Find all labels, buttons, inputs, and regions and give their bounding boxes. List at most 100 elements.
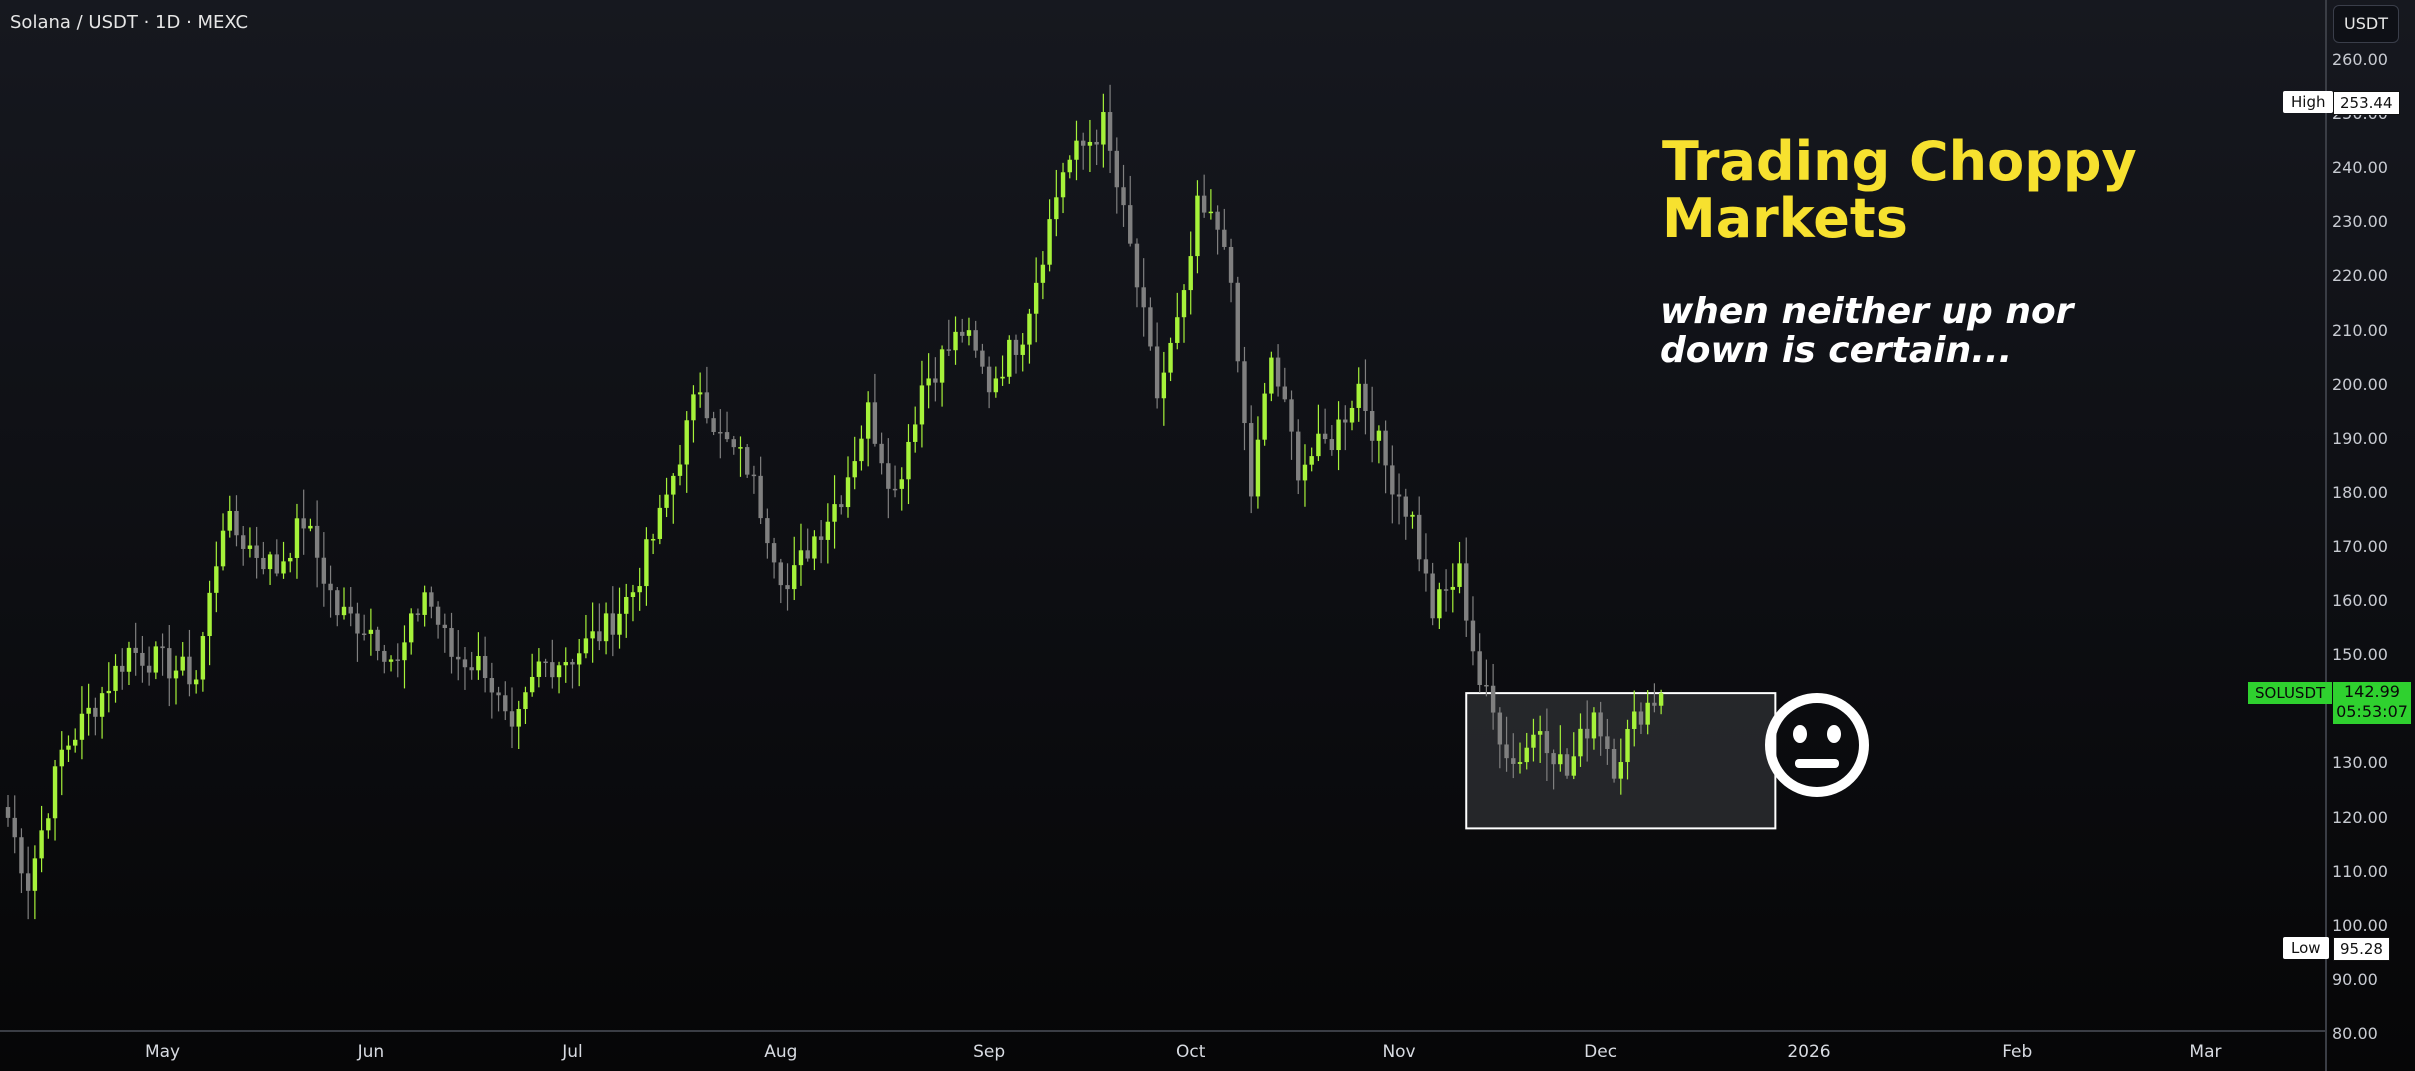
candle-body (187, 656, 192, 685)
candle-body (1571, 756, 1576, 776)
candle-body (1296, 431, 1301, 481)
candle-body (52, 766, 58, 819)
candle-body (1605, 736, 1610, 749)
candle-body (1007, 339, 1012, 377)
candle-body (361, 633, 367, 636)
candle-body (771, 543, 777, 563)
candle-body (960, 331, 965, 336)
candle-body (812, 536, 817, 559)
candle-body (1148, 307, 1153, 347)
candle-body (1249, 423, 1254, 497)
candle-body (1517, 762, 1523, 764)
candle-body (617, 613, 622, 635)
candle-body (1457, 563, 1462, 587)
candle-body (1275, 357, 1281, 387)
candle-body (294, 518, 300, 558)
candle-body (704, 392, 710, 419)
candle-body (1450, 586, 1455, 590)
candle-body (1477, 651, 1482, 685)
candle-body (1201, 195, 1207, 213)
candle-body (1585, 728, 1590, 739)
candle-body (886, 463, 891, 489)
candle-body (328, 583, 333, 591)
candle-body (288, 557, 293, 562)
bar-countdown: 05:53:07 (2336, 702, 2408, 721)
candle-body (167, 648, 172, 679)
candle-body (1054, 197, 1059, 220)
candle-body (1262, 393, 1267, 440)
candle-body (1027, 313, 1032, 345)
price-tick: 160.00 (2332, 591, 2388, 611)
candle-body (456, 656, 461, 660)
candle-body (1490, 685, 1496, 713)
candle-body (476, 656, 481, 671)
candle-body (1410, 514, 1415, 517)
candle-body (1094, 141, 1099, 145)
price-tick: 220.00 (2332, 266, 2388, 286)
candle-body (1114, 150, 1119, 188)
candle-body (1638, 711, 1644, 725)
candle-body (865, 402, 871, 439)
candle-body (120, 665, 125, 672)
candle-body (1343, 419, 1348, 423)
candle-body (523, 692, 528, 710)
price-tick: 170.00 (2332, 537, 2388, 557)
candle-body (1168, 342, 1173, 373)
candle-body (39, 830, 44, 859)
candle-body (610, 613, 615, 635)
candle-body (919, 385, 925, 425)
candle-body (1195, 195, 1200, 257)
candle-body (32, 858, 38, 891)
candle-body (718, 431, 723, 434)
candle-body (738, 447, 743, 449)
candle-body (86, 707, 91, 714)
candle-body (973, 330, 978, 351)
price-tick: 210.00 (2332, 320, 2388, 340)
candle-body (79, 713, 85, 740)
candle-body (933, 378, 938, 383)
candle-body (583, 638, 589, 654)
currency-button[interactable]: USDT (2333, 5, 2399, 43)
candle-body (1013, 339, 1019, 355)
candle-body (1618, 762, 1623, 779)
candle-body (724, 432, 730, 440)
price-tick: 240.00 (2332, 158, 2388, 178)
candle-body (133, 647, 138, 653)
candle-body (1134, 243, 1140, 288)
candle-body (395, 659, 400, 661)
candle-body (25, 873, 31, 891)
candle-body (765, 518, 770, 544)
candle-body (93, 707, 98, 717)
time-axis-divider (0, 1030, 2325, 1032)
candle-body (1531, 734, 1536, 748)
candle-body (1087, 141, 1093, 146)
candle-body (429, 592, 434, 607)
candle-body (1181, 290, 1187, 318)
candle-body (892, 488, 898, 491)
candle-body (1255, 439, 1261, 497)
price-tick: 200.00 (2332, 374, 2388, 394)
candle-body (590, 631, 595, 639)
candle-body (1282, 386, 1287, 400)
candle-body (415, 613, 421, 615)
candle-body (906, 441, 911, 480)
symbol-header[interactable]: Solana / USDT · 1D · MEXC (10, 12, 249, 33)
candle-body (503, 695, 508, 712)
candle-body (267, 554, 273, 570)
candle-body (839, 504, 844, 508)
candle-body (73, 739, 78, 746)
candle-body (1598, 712, 1603, 737)
candle-body (348, 606, 353, 614)
low-label: Low (2283, 937, 2329, 959)
candlestick-chart[interactable] (0, 0, 2325, 1030)
candle-body (1652, 702, 1657, 706)
candle-body (899, 479, 904, 489)
candle-body (1060, 172, 1066, 198)
candle-body (543, 661, 548, 664)
candle-body (1128, 205, 1133, 244)
candle-body (529, 676, 535, 693)
candle-body (624, 596, 629, 614)
candle-body (1632, 711, 1637, 729)
candle-body (1020, 344, 1025, 355)
candle-body (449, 628, 454, 657)
